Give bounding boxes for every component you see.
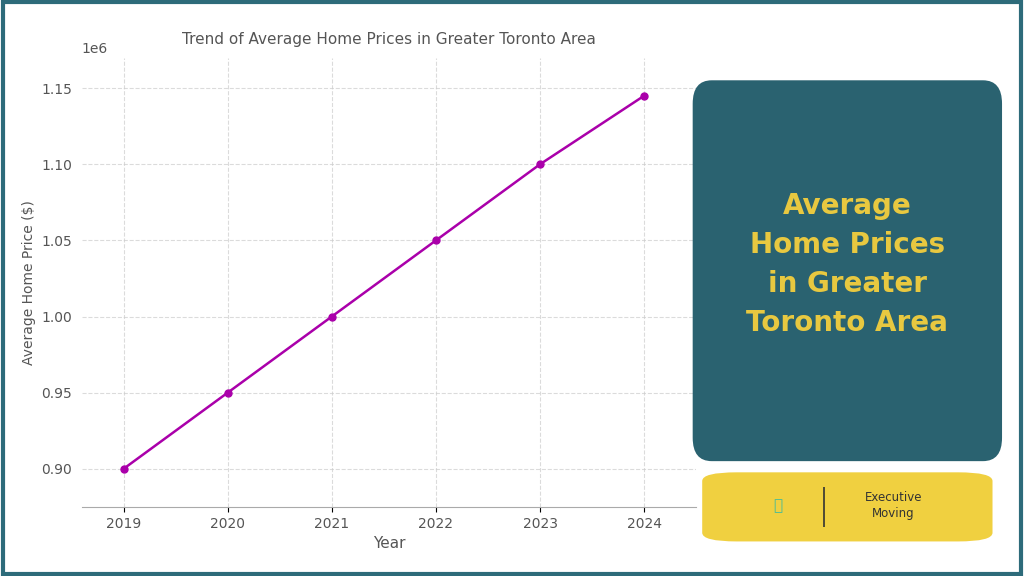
Text: Executive
Moving: Executive Moving bbox=[864, 491, 923, 520]
Text: 🚚: 🚚 bbox=[774, 498, 782, 513]
FancyBboxPatch shape bbox=[702, 472, 992, 541]
X-axis label: Year: Year bbox=[373, 536, 406, 551]
FancyBboxPatch shape bbox=[692, 80, 1002, 461]
Y-axis label: Average Home Price ($): Average Home Price ($) bbox=[22, 200, 36, 365]
Title: Trend of Average Home Prices in Greater Toronto Area: Trend of Average Home Prices in Greater … bbox=[182, 32, 596, 47]
Text: Average
Home Prices
in Greater
Toronto Area: Average Home Prices in Greater Toronto A… bbox=[746, 192, 948, 336]
